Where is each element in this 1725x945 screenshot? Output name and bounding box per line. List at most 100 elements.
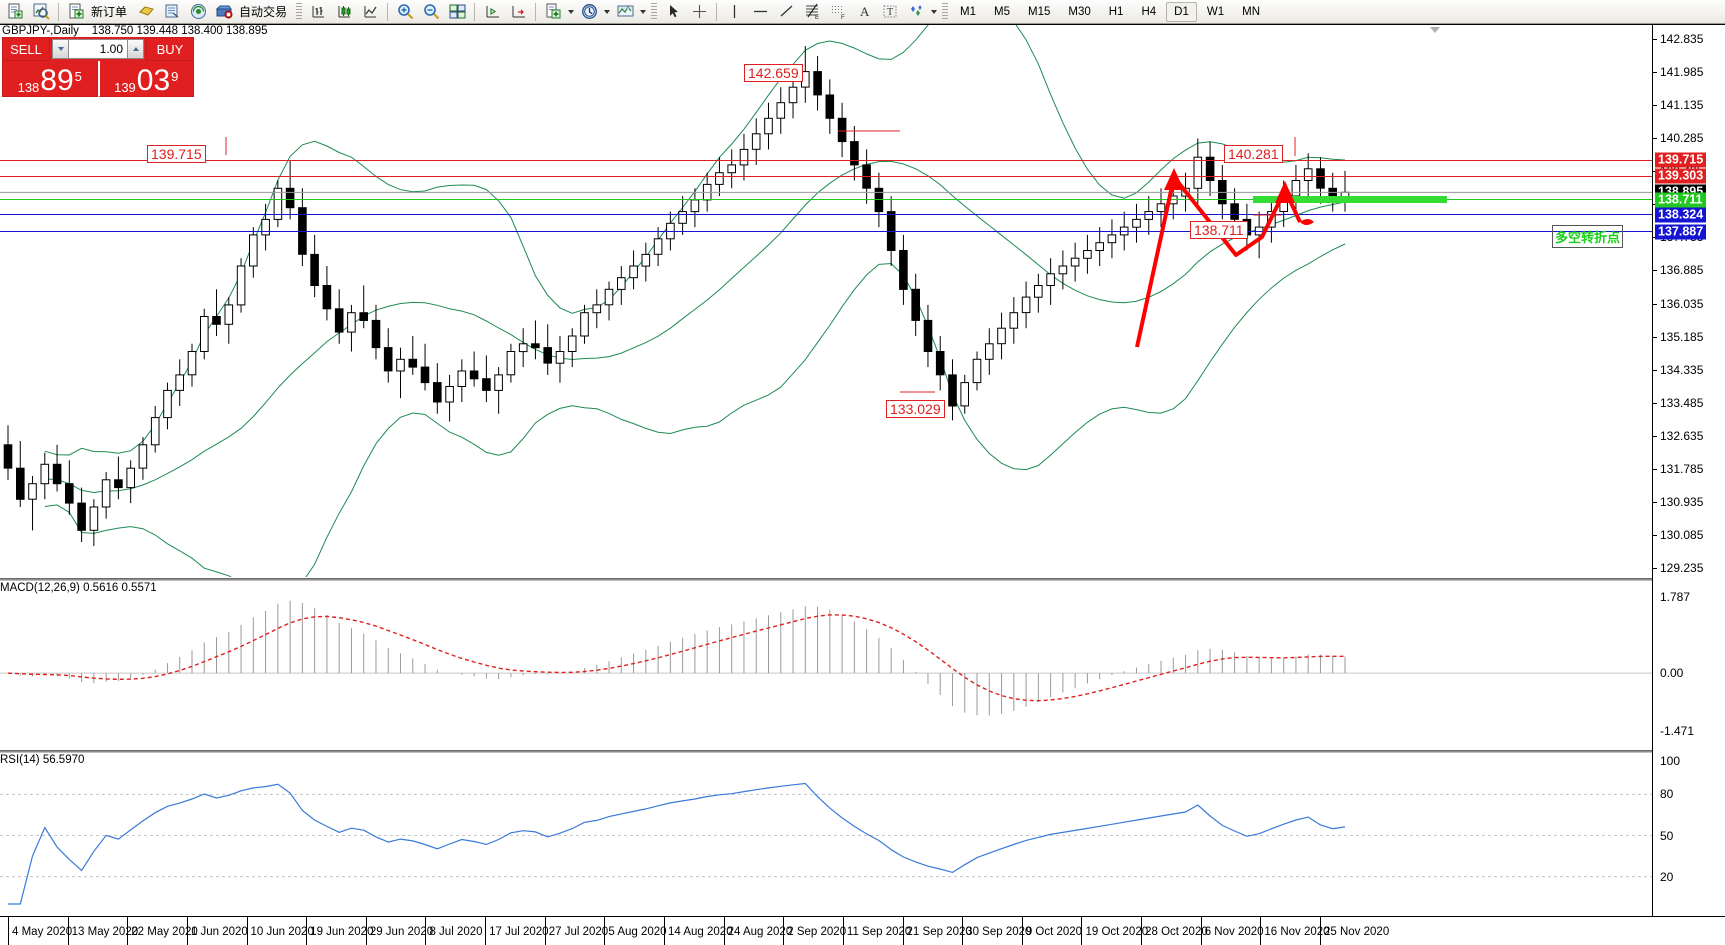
vertical-line-icon[interactable] [721, 1, 747, 23]
price-tick [1653, 270, 1657, 272]
toolbar-grip[interactable] [942, 2, 949, 21]
panel-divider-rsi[interactable] [0, 750, 1725, 753]
time-tick [783, 917, 785, 945]
price-tag-138711[interactable]: 138.711 [1190, 221, 1248, 239]
tile-windows-icon[interactable] [444, 1, 470, 23]
sell-button[interactable]: SELL [2, 37, 50, 61]
data-window-icon[interactable] [133, 1, 159, 23]
text-icon[interactable]: A [851, 1, 877, 23]
timeframe-h4[interactable]: H4 [1141, 5, 1157, 18]
volume-increase-button[interactable] [127, 39, 144, 59]
timeframe-h1[interactable]: H1 [1108, 5, 1124, 18]
candlestick-chart-icon[interactable] [331, 1, 357, 23]
price-level-badge-5[interactable]: 137.887 [1655, 224, 1707, 240]
time-tick [902, 917, 904, 945]
horizontal-line-icon[interactable] [747, 1, 773, 23]
time-tick [1260, 917, 1262, 945]
timeframe-mn[interactable]: MN [1242, 5, 1260, 18]
price-tick-label: 141.135 [1660, 98, 1704, 113]
chart-scroll-marker[interactable] [1430, 27, 1440, 33]
time-tick [1141, 917, 1143, 945]
price-tag-139715[interactable]: 142.659 [744, 64, 803, 82]
crosshair-icon[interactable] [686, 1, 712, 23]
toolbar-grip[interactable] [651, 2, 658, 21]
svg-text:E: E [815, 15, 819, 20]
zoom-in-icon[interactable] [392, 1, 418, 23]
time-tick-label: 13 May 2020 [71, 926, 139, 938]
auto-trading-icon [211, 1, 237, 23]
timeframe-m5[interactable]: M5 [994, 5, 1010, 18]
rsi-scale-label: 80 [1660, 787, 1674, 802]
timeframe-d1[interactable]: D1 [1166, 1, 1197, 22]
sell-price-display[interactable]: 138 89 5 [2, 61, 98, 97]
volume-input[interactable]: 1.00 [69, 39, 127, 59]
templates-button[interactable] [612, 1, 648, 23]
price-scale[interactable]: 142.835141.985141.135140.285139.435138.5… [1652, 25, 1725, 916]
buy-price-fraction: 9 [171, 69, 179, 84]
macd-series [0, 600, 1652, 716]
time-tick-label: 10 Jun 2020 [250, 926, 314, 938]
price-tag-142659[interactable]: 139.715 [147, 145, 206, 163]
time-tick-label: 9 Oct 2020 [1025, 926, 1083, 938]
one-click-trading-panel[interactable]: SELL 1.00 BUY 138 89 5 139 03 9 [2, 37, 194, 97]
price-tick [1653, 39, 1657, 41]
panel-divider-macd[interactable] [0, 578, 1725, 581]
periods-button[interactable] [576, 1, 612, 23]
macd-plot[interactable]: MACD(12,26,9) 0.5616 0.5571 [0, 581, 1652, 749]
price-level-badge-1[interactable]: 139.303 [1655, 168, 1707, 184]
periods-dropdown-arrow[interactable] [602, 1, 612, 23]
time-tick-label: 14 Aug 2020 [668, 926, 733, 938]
bar-chart-icon[interactable] [305, 1, 331, 23]
chart-window[interactable]: GBPJPY-,Daily 138.750 139.448 138.400 13… [0, 24, 1725, 945]
price-level-badge-3[interactable]: 138.711 [1655, 192, 1706, 207]
toolbar-separator [58, 2, 59, 21]
time-tick-label: 16 Nov 2020 [1264, 926, 1330, 938]
timeframe-w1[interactable]: W1 [1206, 5, 1225, 18]
price-candles [0, 25, 1652, 577]
price-tick-label: 140.285 [1660, 131, 1704, 146]
price-tick [1653, 468, 1657, 470]
timeframe-m1[interactable]: M1 [960, 5, 977, 18]
auto-scroll-icon[interactable] [505, 1, 531, 23]
shapes-button[interactable] [903, 1, 939, 23]
price-tick [1653, 501, 1657, 503]
text-label-icon[interactable]: T [877, 1, 903, 23]
price-level-badge-4[interactable]: 138.324 [1655, 207, 1707, 223]
timeframe-m15[interactable]: M15 [1028, 5, 1051, 18]
terminal-icon[interactable] [185, 1, 211, 23]
shapes-dropdown-arrow[interactable] [929, 1, 939, 23]
new-order-doc-icon[interactable] [2, 1, 28, 23]
price-tag-140281[interactable]: 140.281 [1224, 145, 1283, 163]
indicators-dropdown-arrow[interactable] [566, 1, 576, 23]
toolbar-grip[interactable] [296, 2, 303, 21]
line-chart-icon[interactable] [357, 1, 383, 23]
price-plot[interactable] [0, 25, 1652, 577]
chart-magnifier-icon[interactable] [28, 1, 54, 23]
toolbar-separator [474, 2, 476, 21]
time-tick [67, 917, 69, 945]
auto-trading-button[interactable]: 自动交易 [211, 1, 293, 23]
trendline-icon[interactable] [773, 1, 799, 23]
rsi-title: RSI(14) 56.5970 [0, 754, 85, 766]
new-order-button[interactable]: 新订单 [63, 1, 133, 23]
price-level-badge-0[interactable]: 139.715 [1655, 152, 1707, 168]
indicators-button[interactable] [540, 1, 576, 23]
buy-price-display[interactable]: 139 03 9 [97, 61, 194, 97]
buy-button[interactable]: BUY [146, 37, 194, 61]
price-tick-label: 141.985 [1660, 65, 1704, 80]
volume-decrease-button[interactable] [52, 39, 69, 59]
time-scale[interactable]: 4 May 2020 13 May 2020 22 May 2020 1 Jun 20… [0, 916, 1725, 945]
cursor-icon[interactable] [660, 1, 686, 23]
fibonacci-icon[interactable]: E [799, 1, 825, 23]
volume-control[interactable]: 1.00 [50, 37, 146, 61]
rsi-plot[interactable]: RSI(14) 56.5970 [0, 753, 1652, 916]
navigator-icon[interactable] [159, 1, 185, 23]
price-tag-133029[interactable]: 133.029 [886, 400, 945, 418]
templates-dropdown-arrow[interactable] [638, 1, 648, 23]
toolbar-separator [535, 2, 537, 21]
equidistant-channel-icon[interactable]: F [825, 1, 851, 23]
timeframe-m30[interactable]: M30 [1068, 5, 1091, 18]
chart-shift-icon[interactable] [479, 1, 505, 23]
turning-point-note[interactable]: 多空转折点 [1552, 225, 1624, 248]
zoom-out-icon[interactable] [418, 1, 444, 23]
